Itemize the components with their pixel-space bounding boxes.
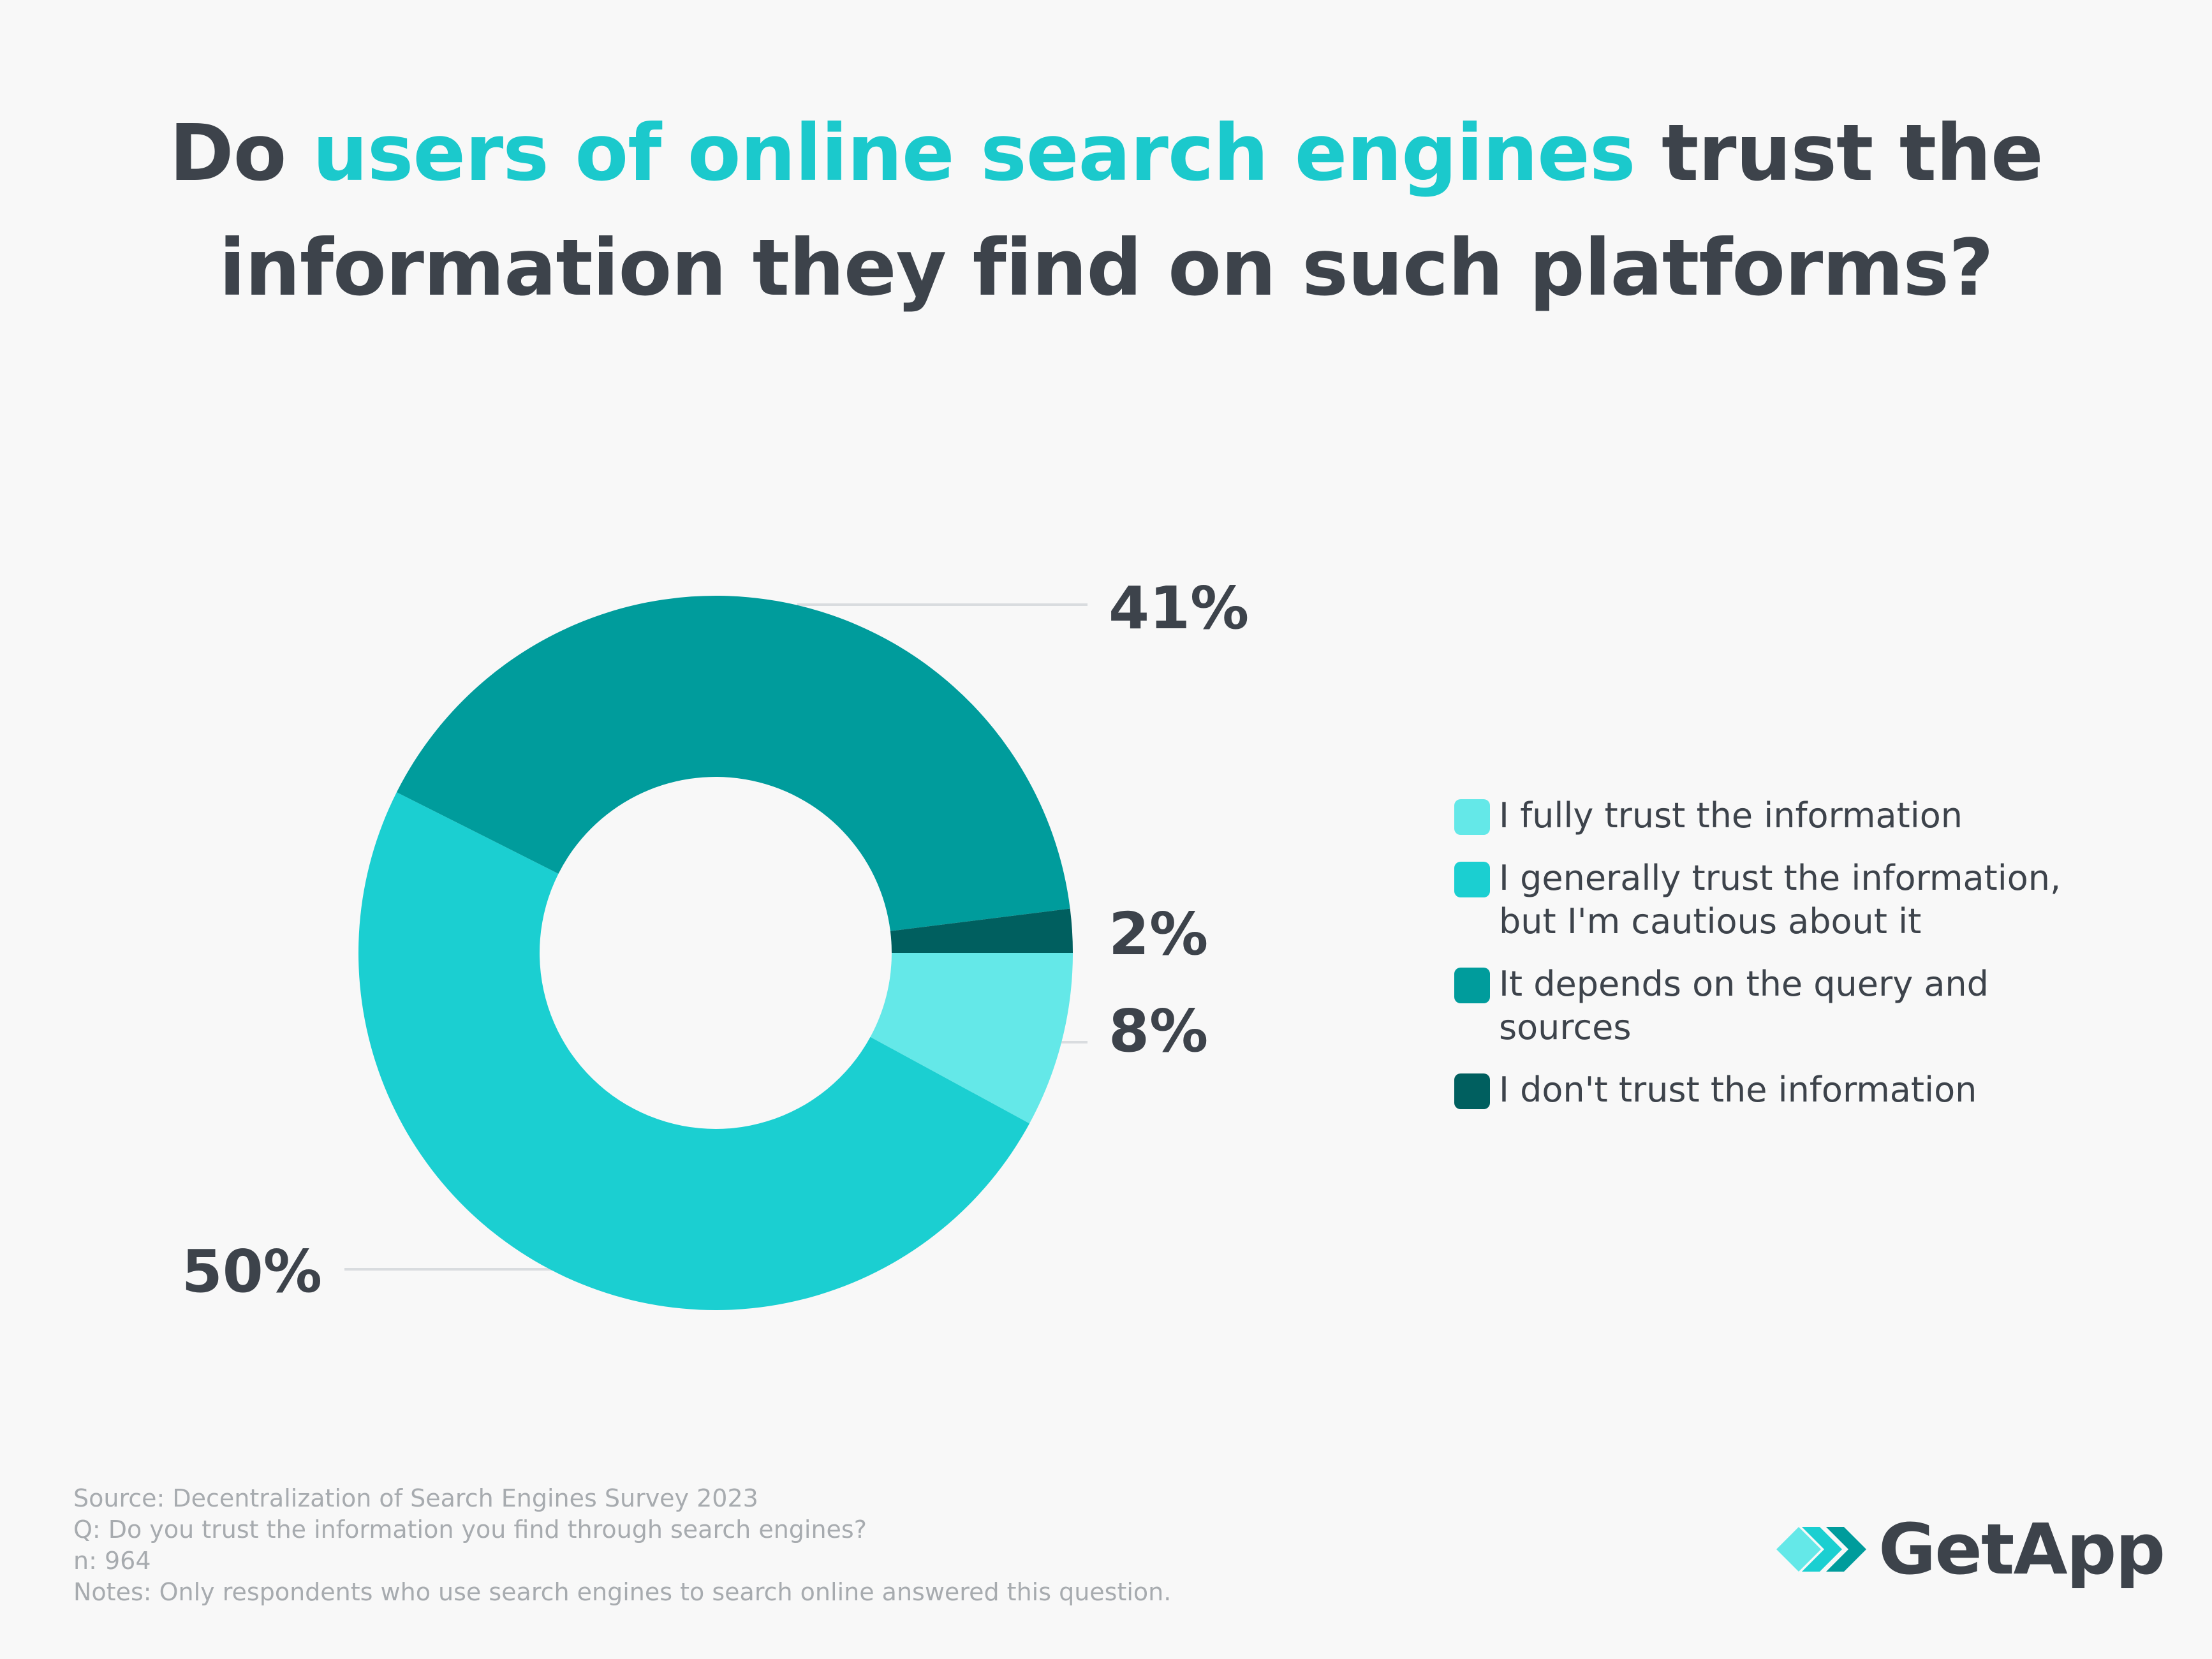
legend-label: I don't trust the information xyxy=(1499,1068,1977,1112)
legend-label-line: I don't trust the information xyxy=(1499,1070,1977,1110)
slice-labels: 8% 50% 41% 2% xyxy=(182,574,1249,1306)
footer-notes-text: Notes: Only respondents who use search e… xyxy=(73,1578,1172,1606)
legend-item: I fully trust the information xyxy=(1454,794,2156,837)
legend-label-line: but I'm cautious about it xyxy=(1499,901,1922,941)
legend-item: I generally trust the information, but I'… xyxy=(1454,857,2156,943)
legend-label-line: I generally trust the information, xyxy=(1499,858,2061,898)
slice-label: 2% xyxy=(1109,900,1208,968)
title-line-2: information they find on such platforms? xyxy=(219,223,1994,313)
donut-slice xyxy=(870,953,1073,1124)
donut-slices xyxy=(358,596,1073,1310)
legend-swatch xyxy=(1454,1073,1490,1109)
title-highlight: users of online search engines xyxy=(312,108,1636,198)
footer-source: Source: Decentralization of Search Engin… xyxy=(73,1484,758,1512)
donut-slice xyxy=(396,596,1070,931)
legend-swatch xyxy=(1454,799,1490,835)
title-line1-suffix: trust the xyxy=(1635,108,2044,198)
title-prefix: Do xyxy=(169,108,313,198)
donut-slice xyxy=(358,792,1030,1310)
legend-label: I generally trust the information, but I'… xyxy=(1499,857,2061,943)
legend-item: I don't trust the information xyxy=(1454,1068,2156,1112)
title-line-1: Do users of online search engines trust … xyxy=(0,96,2212,210)
slice-label: 8% xyxy=(1109,997,1208,1065)
footer-question: Q: Do you trust the information you find… xyxy=(73,1515,867,1544)
getapp-chevrons-icon xyxy=(1776,1527,1866,1572)
legend-item: It depends on the query and sources xyxy=(1454,962,2156,1049)
chart-title: Do users of online search engines trust … xyxy=(0,96,2212,325)
legend-label: I fully trust the information xyxy=(1499,794,1963,837)
donut-slice xyxy=(890,908,1073,953)
footer-notes: Source: Decentralization of Search Engin… xyxy=(73,1483,1171,1608)
slice-label: 50% xyxy=(182,1237,322,1306)
getapp-logo: GetApp xyxy=(1776,1508,2165,1590)
legend-label-line: It depends on the query and xyxy=(1499,964,1989,1004)
legend-label-line: I fully trust the information xyxy=(1499,795,1963,836)
legend-label-line: sources xyxy=(1499,1007,1632,1047)
getapp-logo-text: GetApp xyxy=(1878,1508,2165,1590)
legend: I fully trust the information I generally… xyxy=(1454,794,2156,1131)
footer-sample-size: n: 964 xyxy=(73,1547,151,1575)
legend-label: It depends on the query and sources xyxy=(1499,962,1989,1049)
slice-label: 41% xyxy=(1109,574,1249,642)
legend-swatch xyxy=(1454,968,1490,1003)
legend-swatch xyxy=(1454,862,1490,897)
